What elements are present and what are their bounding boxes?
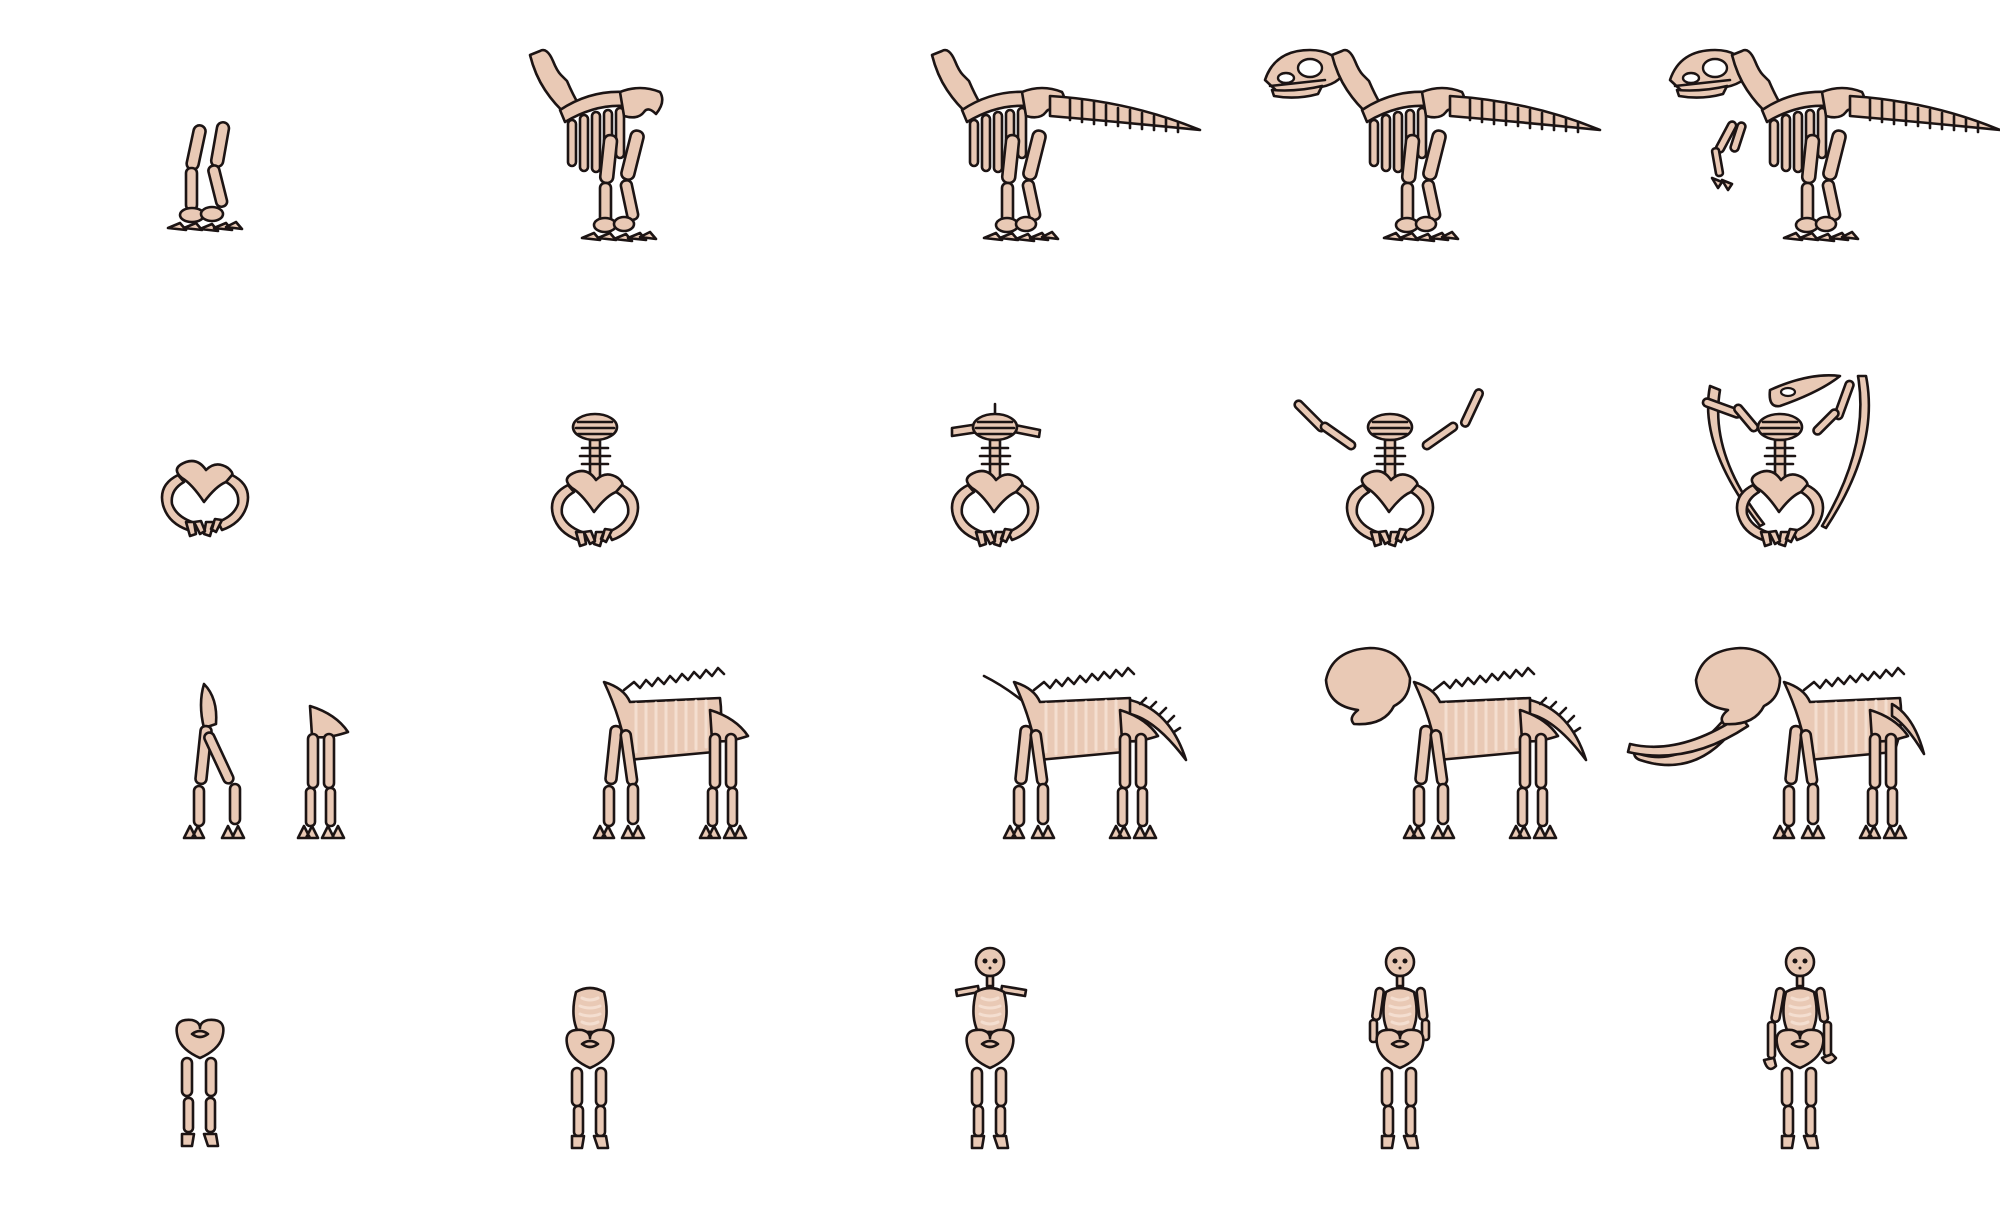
trex-frill-neck [1330, 48, 1383, 117]
mammoth-hind-leg [1858, 708, 1910, 840]
row-theropod [0, 0, 2000, 300]
trex-hip [618, 86, 664, 119]
mammoth-stage-3[interactable] [960, 600, 1360, 900]
mammoth-front-leg [1772, 724, 1826, 840]
pterosaur-pelvis-legs [160, 459, 250, 538]
trex-legs [1382, 129, 1460, 243]
human-pelvis-legs [565, 1028, 615, 1150]
human-stage-5[interactable] [1700, 900, 2000, 1200]
mammoth-rib-cage [1412, 666, 1536, 762]
trex-arms [1710, 120, 1747, 192]
human-stage-2[interactable] [490, 900, 890, 1200]
human-rib-cage [572, 986, 608, 1034]
trex-tail [1848, 94, 2000, 134]
human-pelvis-legs [1775, 1028, 1825, 1150]
mammoth-front-leg [1402, 724, 1456, 840]
pterosaur-rib-cage [1756, 412, 1804, 482]
human-stage-1[interactable] [100, 900, 500, 1200]
trex-frill-neck [528, 48, 581, 117]
trex-stage-4[interactable] [1260, 0, 1660, 300]
trex-legs [580, 129, 658, 243]
pterosaur-stage-2[interactable] [500, 300, 900, 600]
trex-stage-3[interactable] [900, 0, 1300, 300]
mammoth-front-leg [1002, 724, 1056, 840]
pterosaur-wing-finger-right [1812, 374, 1871, 530]
pterosaur-rib-cage [571, 412, 619, 482]
human-skull [1784, 946, 1816, 978]
trex-skull [1263, 48, 1347, 99]
pterosaur-wing-finger-left [1701, 384, 1766, 528]
mammoth-front-leg [592, 724, 646, 840]
mammoth-skull [1694, 646, 1782, 726]
pterosaur-stage-4[interactable] [1290, 300, 1690, 600]
human-stage-4[interactable] [1300, 900, 1700, 1200]
row-pterosaur [0, 300, 2000, 600]
trex-frill-neck [930, 48, 983, 117]
mammoth-stage-5[interactable] [1626, 600, 2000, 900]
trex-stage-5[interactable] [1660, 0, 2000, 300]
pterosaur-rib-cage [971, 412, 1019, 482]
trex-rib-cage [960, 90, 1029, 174]
pterosaur-pelvis-legs [1735, 469, 1825, 548]
human-arms [1368, 986, 1431, 1044]
trex-stage-1[interactable] [100, 0, 500, 300]
mammoth-tail [1128, 696, 1188, 762]
human-stage-3[interactable] [890, 900, 1290, 1200]
pterosaur-rib-cage [1366, 412, 1414, 482]
trex-tail [1448, 94, 1602, 134]
human-pelvis-legs [1375, 1028, 1425, 1150]
pterosaur-stage-3[interactable] [900, 300, 1300, 600]
row-human [0, 900, 2000, 1200]
mammoth-stage-2[interactable] [560, 600, 960, 900]
pterosaur-wing-arms [1293, 388, 1485, 451]
mammoth-hind-leg [698, 708, 750, 840]
trex-legs [1782, 129, 1860, 243]
mammoth-tail [1528, 696, 1588, 762]
pterosaur-stage-1[interactable] [100, 300, 500, 600]
pterosaur-pelvis-legs [1345, 469, 1435, 548]
human-rib-cage [1382, 974, 1418, 1034]
trex-stage-2[interactable] [500, 0, 900, 300]
mammoth-hind-leg [296, 704, 350, 840]
pterosaur-pelvis-legs [550, 469, 640, 548]
mammoth-hind-leg [1508, 708, 1560, 840]
trex-skull [1668, 48, 1752, 99]
mammoth-tail [1890, 702, 1926, 756]
human-skull [1384, 946, 1416, 978]
trex-tail [1048, 94, 1202, 134]
mammoth-stage-1[interactable] [150, 600, 550, 900]
pterosaur-pelvis-legs [950, 469, 1040, 548]
mammoth-hind-leg [1108, 708, 1160, 840]
mammoth-stage-4[interactable] [1320, 600, 1720, 900]
trex-legs [982, 129, 1060, 243]
human-pelvis-legs [965, 1028, 1015, 1150]
mammoth-skull [1324, 646, 1412, 726]
human-pelvis-legs [175, 1018, 225, 1148]
human-rib-cage [1782, 974, 1818, 1034]
row-mammoth [0, 600, 2000, 900]
human-rib-cage [972, 974, 1008, 1034]
trex-frill-neck [1730, 48, 1783, 117]
trex-legs [166, 120, 244, 233]
pterosaur-skull [1768, 374, 1842, 408]
human-skull [974, 946, 1006, 978]
human-arms-hands [1762, 986, 1838, 1071]
pterosaur-stage-5[interactable] [1680, 300, 2000, 600]
mammoth-front-leg [182, 682, 246, 840]
